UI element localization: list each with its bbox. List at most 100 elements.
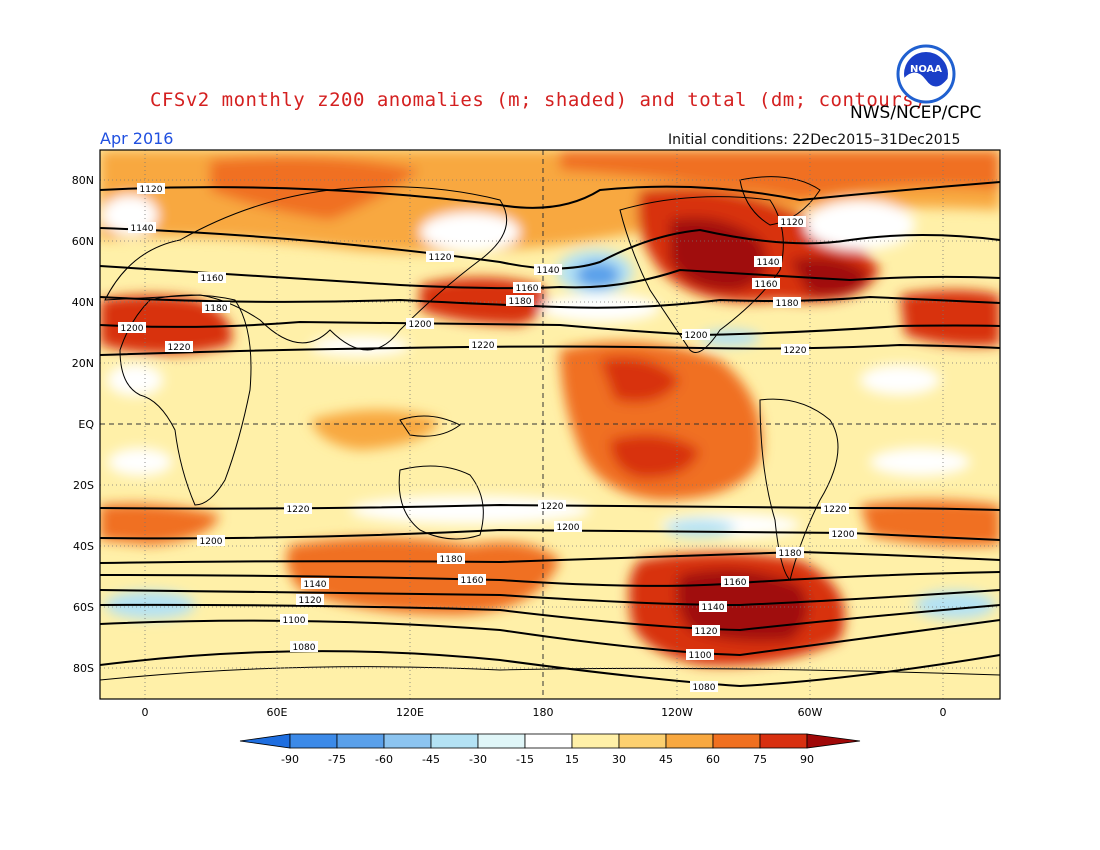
- colorbar-label: 90: [800, 753, 814, 766]
- lon-label: 0: [940, 706, 947, 719]
- equator-dateline: [100, 150, 1000, 699]
- svg-text:1160: 1160: [724, 578, 747, 588]
- logo-lettering: NOAA: [910, 64, 942, 75]
- contour-1200-south: [100, 528, 1000, 541]
- colorbar-label: 60: [706, 753, 720, 766]
- coast-australia: [398, 465, 484, 540]
- contour-label: 1160: [198, 272, 226, 284]
- anomaly-region: [100, 295, 232, 354]
- svg-text:1220: 1220: [168, 343, 191, 353]
- colorbar-cell: [759, 733, 808, 749]
- svg-text:1140: 1140: [757, 258, 780, 268]
- contour-label: 1220: [821, 503, 849, 515]
- contour-label: 1220: [284, 503, 312, 515]
- lat-label: 20N: [72, 357, 94, 370]
- anomaly-region: [610, 434, 700, 479]
- svg-text:1160: 1160: [201, 274, 224, 284]
- anomaly-region: [310, 410, 440, 450]
- lon-label: 120W: [661, 706, 693, 719]
- latitude-labels: 80N 60N 40N 20N EQ 20S 40S 60S 80S: [72, 174, 95, 675]
- lat-label: 40S: [73, 540, 94, 553]
- agency-label: NWS/NCEP/CPC: [850, 103, 982, 123]
- svg-text:1200: 1200: [121, 324, 144, 334]
- colorbar-label: -45: [422, 753, 440, 766]
- colorbar-label: -90: [281, 753, 299, 766]
- svg-text:1100: 1100: [689, 651, 712, 661]
- colorbar-cell: [712, 733, 761, 749]
- lon-label: 0: [142, 706, 149, 719]
- contour-label: 1160: [752, 278, 780, 290]
- colorbar-label: -15: [516, 753, 534, 766]
- lat-label: 60S: [73, 601, 94, 614]
- svg-text:1120: 1120: [781, 218, 804, 228]
- contour-label: 1140: [699, 601, 727, 613]
- contour-label: 1180: [776, 547, 804, 559]
- neutral-region: [420, 212, 520, 252]
- svg-text:1200: 1200: [409, 320, 432, 330]
- contour-label: 1080: [290, 641, 318, 653]
- svg-text:1120: 1120: [140, 185, 163, 195]
- colorbar: [239, 733, 861, 749]
- svg-text:1200: 1200: [557, 523, 580, 533]
- contour-label: 1140: [754, 256, 782, 268]
- neutral-region: [107, 364, 163, 396]
- initial-conditions: Initial conditions: 22Dec2015–31Dec2015: [668, 132, 961, 148]
- contour-label: 1120: [778, 216, 806, 228]
- coast-south-america: [759, 398, 839, 581]
- coast-indonesia: [399, 415, 461, 437]
- colorbar-cell: [618, 733, 667, 749]
- coast-antarctica: [100, 666, 1000, 681]
- svg-text:1140: 1140: [131, 224, 154, 234]
- contour-label: 1220: [469, 339, 497, 351]
- svg-text:1220: 1220: [784, 346, 807, 356]
- anomaly-region: [560, 150, 1000, 200]
- contour-1140: [100, 227, 1000, 270]
- contour-1180: [100, 295, 1000, 309]
- svg-text:1160: 1160: [461, 576, 484, 586]
- contour-label: 1180: [506, 295, 534, 307]
- negative-region: [576, 262, 620, 288]
- lat-label: EQ: [78, 418, 94, 431]
- colorbar-label: 75: [753, 753, 767, 766]
- contour-1140-south: [100, 589, 1000, 607]
- svg-text:1220: 1220: [472, 341, 495, 351]
- contour-label: 1200: [118, 322, 146, 334]
- colorbar-arrow-right: [806, 733, 861, 749]
- svg-text:1180: 1180: [205, 304, 228, 314]
- colorbar-label: -30: [469, 753, 487, 766]
- anomaly-region: [600, 357, 680, 403]
- contour-label: 1200: [406, 318, 434, 330]
- contour-1160: [100, 265, 1000, 290]
- negative-region: [915, 591, 995, 619]
- contour-1120-south: [100, 603, 1000, 632]
- svg-text:1180: 1180: [776, 299, 799, 309]
- contour-label: 1220: [165, 341, 193, 353]
- coast-eurasia: [104, 186, 508, 351]
- contour-label: 1160: [458, 574, 486, 586]
- anomaly-region: [670, 217, 767, 291]
- height-contours: [100, 181, 1000, 688]
- colorbar-cell: [477, 733, 526, 749]
- lat-label: 40N: [72, 296, 94, 309]
- svg-text:1140: 1140: [304, 580, 327, 590]
- colorbar-cell: [289, 733, 338, 749]
- colorbar-label: 15: [565, 753, 579, 766]
- svg-text:1120: 1120: [695, 627, 718, 637]
- svg-text:1220: 1220: [541, 502, 564, 512]
- neutral-region: [870, 448, 970, 476]
- contour-label: 1160: [513, 282, 541, 294]
- lat-label: 20S: [73, 479, 94, 492]
- contour-label: 1180: [437, 553, 465, 565]
- svg-text:1160: 1160: [755, 280, 778, 290]
- svg-text:1120: 1120: [429, 253, 452, 263]
- colorbar-cell: [336, 733, 385, 749]
- svg-text:1080: 1080: [293, 643, 316, 653]
- svg-text:1180: 1180: [440, 555, 463, 565]
- neutral-region: [310, 336, 410, 356]
- lon-label: 120E: [396, 706, 424, 719]
- neutral-region: [108, 448, 172, 476]
- lon-label: 60W: [798, 706, 823, 719]
- contour-label: 1120: [296, 594, 324, 606]
- anomaly-region: [900, 290, 1000, 347]
- svg-text:1220: 1220: [287, 505, 310, 515]
